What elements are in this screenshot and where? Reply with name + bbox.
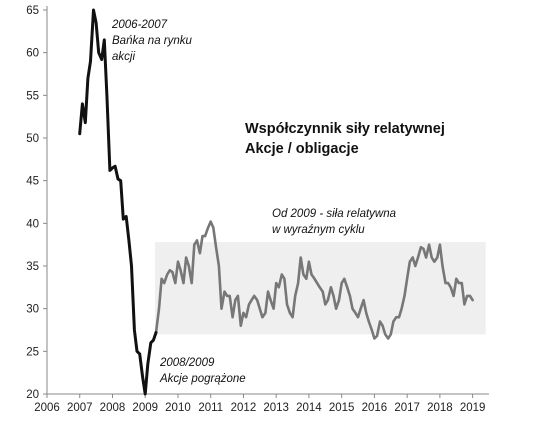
axes: 20 25 30 35 40 45 50 55 60 65 2006 2007 2008 2009 2010… — [26, 5, 489, 414]
x-tick-label: 2006 — [34, 402, 60, 414]
x-tick-label: 2016 — [362, 402, 388, 414]
annotation-cycle-line-1: Od 2009 - siła relatywna — [272, 208, 396, 220]
y-tick-label: 60 — [26, 48, 39, 60]
annotation-cycle: Od 2009 - siła relatywna w wyraźnym cykl… — [272, 208, 396, 236]
chart-title-line-1: Współczynnik siły relatywnej — [245, 121, 445, 137]
annotation-bubble-line-3: akcji — [112, 51, 135, 63]
annotation-bubble: 2006-2007 Bańka na rynku akcji — [111, 19, 193, 63]
x-tick-label: 2014 — [296, 402, 322, 414]
chart-title-line-2: Akcje / obligacje — [245, 141, 359, 157]
annotation-bubble-line-2: Bańka na rynku — [112, 35, 193, 47]
annotation-cycle-line-2: w wyraźnym cyklu — [272, 224, 365, 236]
y-tick-label: 25 — [26, 346, 39, 358]
series-line-2009-2019 — [154, 220, 474, 340]
series-layer — [78, 8, 474, 396]
y-tick-label: 50 — [26, 133, 39, 145]
chart-title: Współczynnik siły relatywnej Akcje / obl… — [245, 121, 445, 157]
x-tick-label: 2018 — [427, 402, 453, 414]
x-tick-label: 2007 — [67, 402, 93, 414]
y-tick-label: 30 — [26, 304, 39, 316]
annotation-bubble-line-1: 2006-2007 — [111, 19, 168, 31]
x-tick-label: 2009 — [132, 402, 158, 414]
x-tick-label: 2010 — [165, 402, 191, 414]
y-tick-label: 55 — [26, 90, 39, 102]
y-tick-label: 65 — [26, 5, 39, 17]
x-tick-label: 2017 — [394, 402, 420, 414]
x-tick-label: 2013 — [263, 402, 289, 414]
annotation-crash: 2008/2009 Akcje pogrążone — [159, 357, 246, 385]
series-line-2006-2009 — [78, 8, 158, 396]
x-tick-label: 2012 — [231, 402, 257, 414]
y-tick-label: 40 — [26, 218, 39, 230]
y-tick-label: 45 — [26, 176, 39, 188]
annotation-crash-line-2: Akcje pogrążone — [159, 373, 246, 385]
annotation-crash-line-1: 2008/2009 — [159, 357, 215, 369]
x-tick-label: 2015 — [329, 402, 355, 414]
y-tick-label: 35 — [26, 261, 39, 273]
x-tick-label: 2008 — [100, 402, 126, 414]
x-tick-label: 2011 — [198, 402, 223, 414]
x-tick-label: 2019 — [460, 402, 486, 414]
y-tick-label: 20 — [26, 389, 39, 401]
